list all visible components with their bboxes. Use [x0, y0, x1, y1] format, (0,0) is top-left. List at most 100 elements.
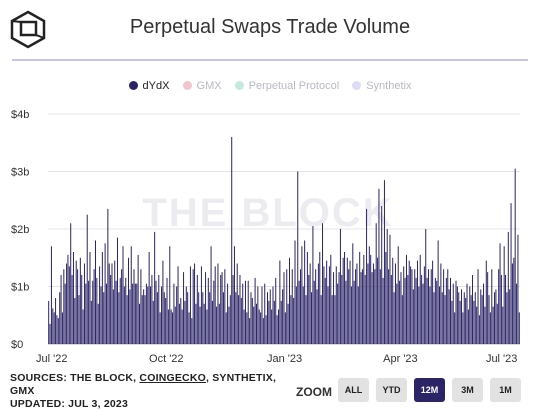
bar[interactable]: [144, 295, 146, 345]
bar[interactable]: [233, 246, 235, 344]
bar[interactable]: [472, 275, 474, 344]
bar[interactable]: [400, 272, 402, 345]
bar[interactable]: [126, 295, 128, 345]
bar[interactable]: [372, 263, 374, 345]
bar[interactable]: [447, 269, 449, 344]
bar[interactable]: [410, 266, 412, 345]
bar[interactable]: [360, 272, 362, 345]
bar[interactable]: [93, 269, 95, 344]
bar[interactable]: [315, 269, 317, 344]
bar[interactable]: [225, 312, 227, 345]
bar[interactable]: [498, 269, 500, 344]
bar[interactable]: [194, 263, 196, 345]
bar[interactable]: [383, 180, 385, 345]
bar[interactable]: [396, 283, 398, 345]
bar[interactable]: [92, 280, 94, 344]
bar[interactable]: [427, 269, 429, 344]
bar[interactable]: [322, 223, 324, 344]
bar[interactable]: [86, 214, 88, 345]
bar[interactable]: [319, 252, 321, 344]
bar[interactable]: [291, 269, 293, 344]
bar[interactable]: [249, 318, 251, 345]
bar[interactable]: [169, 246, 171, 344]
bar[interactable]: [55, 298, 57, 344]
bar[interactable]: [205, 272, 207, 345]
bar[interactable]: [484, 306, 486, 345]
bar[interactable]: [155, 280, 157, 344]
bar[interactable]: [348, 269, 350, 344]
bar[interactable]: [156, 292, 158, 344]
bar[interactable]: [517, 234, 519, 344]
bar[interactable]: [211, 300, 213, 345]
bar[interactable]: [316, 289, 318, 345]
bar[interactable]: [293, 298, 295, 344]
bar[interactable]: [443, 269, 445, 344]
bar[interactable]: [425, 229, 427, 344]
bar[interactable]: [289, 257, 290, 344]
bar[interactable]: [85, 283, 87, 345]
bar[interactable]: [231, 137, 233, 344]
bar[interactable]: [412, 289, 414, 345]
bar[interactable]: [353, 280, 355, 344]
bar[interactable]: [330, 254, 332, 345]
bar[interactable]: [246, 312, 248, 345]
bar[interactable]: [283, 272, 285, 345]
bar[interactable]: [165, 298, 167, 344]
bar[interactable]: [506, 292, 508, 344]
bar[interactable]: [419, 254, 421, 345]
bar[interactable]: [81, 275, 83, 344]
bar[interactable]: [112, 289, 114, 345]
bar[interactable]: [238, 295, 240, 345]
bar[interactable]: [437, 240, 439, 345]
bar[interactable]: [352, 243, 354, 345]
bar[interactable]: [430, 269, 432, 344]
bar[interactable]: [216, 306, 218, 345]
zoom-all-button[interactable]: ALL: [338, 378, 369, 402]
bar[interactable]: [452, 283, 454, 345]
bar[interactable]: [429, 286, 431, 345]
bar[interactable]: [101, 252, 103, 344]
bar[interactable]: [133, 269, 135, 344]
bar[interactable]: [500, 275, 502, 344]
legend-item-dydx[interactable]: dYdX: [128, 80, 169, 92]
bar[interactable]: [272, 286, 274, 345]
bar[interactable]: [177, 266, 179, 345]
bar[interactable]: [448, 289, 450, 345]
bar[interactable]: [49, 323, 51, 345]
bar[interactable]: [295, 286, 297, 345]
bar[interactable]: [370, 254, 372, 345]
bar[interactable]: [154, 231, 156, 345]
bar[interactable]: [469, 286, 471, 345]
bar[interactable]: [166, 277, 168, 345]
bar[interactable]: [361, 269, 363, 344]
bar[interactable]: [279, 260, 281, 345]
bar[interactable]: [474, 292, 476, 344]
bar[interactable]: [415, 277, 417, 345]
bar[interactable]: [305, 295, 307, 345]
bar[interactable]: [355, 269, 357, 344]
bar[interactable]: [286, 269, 288, 344]
bar[interactable]: [141, 295, 143, 345]
bar[interactable]: [461, 289, 463, 345]
bar[interactable]: [56, 315, 58, 344]
bar[interactable]: [172, 312, 174, 345]
bar[interactable]: [257, 286, 259, 345]
bar[interactable]: [198, 292, 200, 344]
bar[interactable]: [66, 263, 68, 345]
bar[interactable]: [344, 252, 346, 344]
bar[interactable]: [187, 292, 189, 344]
bar[interactable]: [390, 275, 392, 344]
bar[interactable]: [317, 263, 319, 345]
bar[interactable]: [110, 275, 112, 344]
bar[interactable]: [335, 266, 337, 345]
bar[interactable]: [264, 283, 266, 345]
bar[interactable]: [371, 272, 373, 345]
bar[interactable]: [136, 283, 138, 345]
bar[interactable]: [210, 246, 212, 344]
bar[interactable]: [195, 303, 197, 344]
bar[interactable]: [328, 266, 330, 345]
bar[interactable]: [242, 283, 244, 345]
bar[interactable]: [70, 223, 72, 344]
bar[interactable]: [338, 272, 340, 345]
bar[interactable]: [125, 277, 127, 345]
